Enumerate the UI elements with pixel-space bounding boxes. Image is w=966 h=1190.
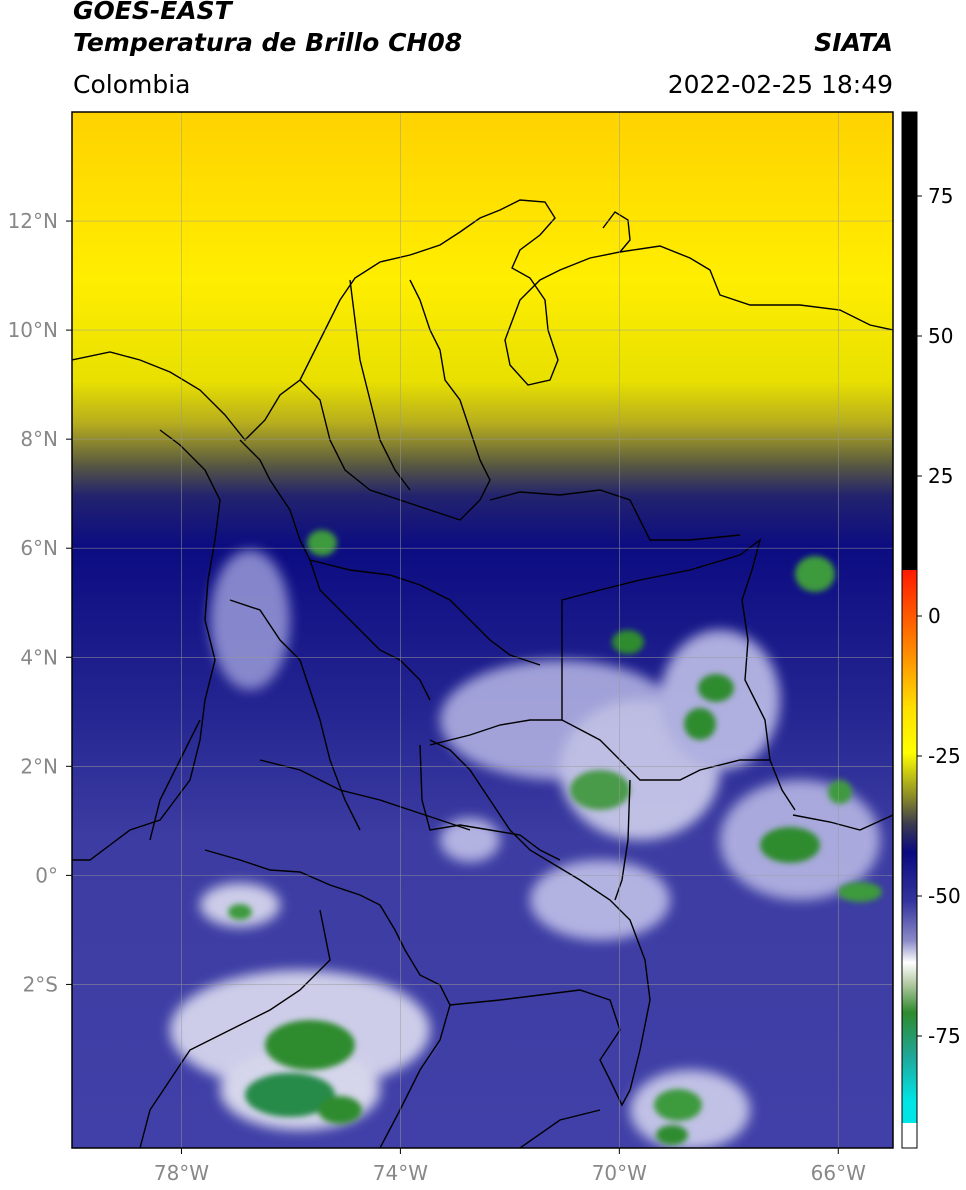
latitude-axis: 12°N 10°N 8°N 6°N 4°N 2°N 0° 2°S	[8, 209, 72, 996]
colorbar-ticks: 75 50 25 0 -25 -50 -75	[917, 184, 961, 1048]
lat-tick-label: 4°N	[20, 645, 58, 669]
colorbar-white-segment	[902, 1123, 917, 1148]
colorbar: 75 50 25 0 -25 -50 -75	[901, 111, 961, 1149]
lat-tick-label: 6°N	[20, 536, 58, 560]
colorbar-tick-label: 75	[928, 184, 953, 208]
lon-tick-label: 78°W	[154, 1161, 209, 1185]
colorbar-black-segment	[902, 112, 917, 570]
datetime-label: 2022-02-25 18:49	[667, 70, 893, 99]
colorbar-tick-label: 0	[928, 604, 941, 628]
lat-tick-label: 2°N	[20, 754, 58, 778]
colorbar-tick-label: 50	[928, 324, 953, 348]
lat-tick-label: 12°N	[8, 209, 58, 233]
colorbar-tick-label: -50	[928, 884, 961, 908]
cold-cloud-tops	[228, 530, 882, 1145]
coastlines-and-borders	[72, 199, 893, 1148]
colorbar-tick-label: 25	[928, 464, 953, 488]
graticule	[72, 112, 893, 1148]
agency-label: SIATA	[814, 28, 893, 57]
satellite-imagery	[72, 112, 893, 1148]
colorbar-frame	[901, 111, 918, 1149]
longitude-axis: 78°W 74°W 70°W 66°W	[154, 1148, 866, 1185]
lat-tick-label: 2°S	[23, 972, 58, 996]
lat-tick-label: 0°	[35, 863, 58, 887]
map-frame	[71, 111, 894, 1149]
colorbar-tick-label: -75	[928, 1024, 961, 1048]
lat-tick-label: 8°N	[20, 427, 58, 451]
lon-tick-label: 66°W	[811, 1161, 866, 1185]
region-label: Colombia	[73, 70, 191, 99]
product-title: Temperatura de Brillo CH08	[73, 28, 463, 57]
satellite-title: GOES-EAST	[73, 0, 232, 25]
lat-tick-label: 10°N	[8, 318, 58, 342]
lon-tick-label: 74°W	[373, 1161, 428, 1185]
lon-tick-label: 70°W	[592, 1161, 647, 1185]
colorbar-tick-label: -25	[928, 744, 961, 768]
colorbar-gradient-segment	[902, 570, 917, 1123]
